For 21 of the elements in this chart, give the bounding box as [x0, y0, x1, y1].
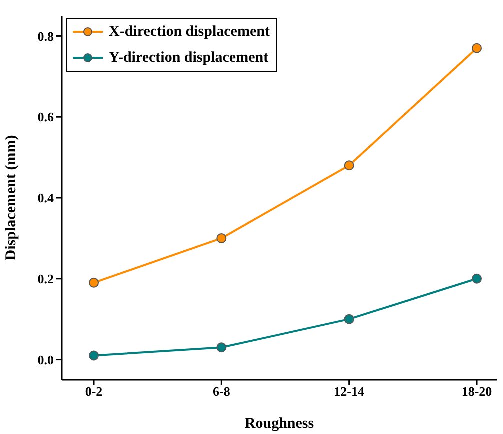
legend-label: X-direction displacement [109, 24, 270, 40]
point [344, 314, 354, 324]
y-tick-label: 0.8 [38, 28, 54, 44]
y-tick-label: 0.4 [38, 190, 54, 206]
y-tick-label: 0.2 [38, 272, 54, 287]
x-tick-label: 0-2 [85, 384, 103, 400]
point [216, 233, 227, 244]
x-tick-label: 18-20 [462, 384, 492, 400]
point [344, 160, 354, 171]
y-tick-label: 0.6 [38, 110, 54, 125]
y-axis-title: Displacement (mm) [3, 135, 20, 261]
point [472, 43, 482, 54]
y-tick-label: 0.0 [38, 352, 54, 368]
x-tick-label: 6-8 [212, 384, 231, 400]
point [89, 278, 99, 288]
legend-label: Y-direction displacement [109, 50, 269, 66]
point [216, 342, 227, 353]
x-tick-label: 12-14 [334, 384, 365, 400]
point [472, 274, 482, 284]
x-axis-title: Roughness [244, 416, 314, 432]
point [89, 350, 99, 361]
